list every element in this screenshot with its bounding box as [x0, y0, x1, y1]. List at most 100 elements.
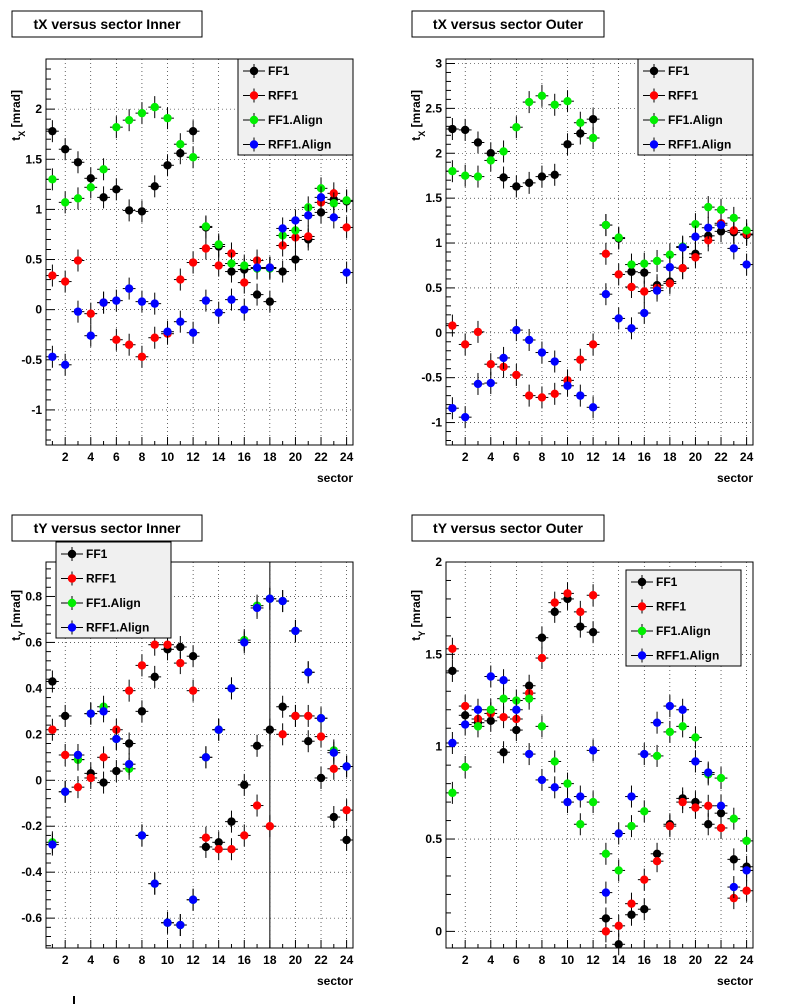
- marker: [614, 314, 623, 323]
- data-point: [637, 302, 651, 325]
- marker: [227, 817, 236, 826]
- data-point: [301, 730, 315, 753]
- marker: [550, 100, 559, 109]
- y-tick-label: -0.4: [21, 865, 42, 879]
- data-point: [740, 219, 753, 242]
- marker: [163, 918, 172, 927]
- legend: FF1 RFF1 FF1.Align RFF1.Align: [637, 58, 754, 156]
- marker: [614, 940, 623, 949]
- marker: [601, 289, 611, 299]
- marker: [265, 725, 275, 734]
- marker: [512, 123, 521, 132]
- marker: [240, 831, 249, 840]
- chart-title: tX versus sector Inner: [33, 16, 181, 32]
- marker: [460, 720, 470, 729]
- data-point: [71, 151, 85, 174]
- data-point: [71, 187, 85, 210]
- x-tick-label: 20: [689, 450, 703, 464]
- marker: [704, 202, 713, 212]
- y-tick-label: 1: [435, 236, 442, 250]
- legend-marker: [649, 115, 659, 125]
- data-point: [276, 260, 290, 283]
- marker: [137, 707, 147, 716]
- data-point: [676, 791, 690, 814]
- marker: [614, 270, 623, 279]
- data-point: [701, 794, 715, 817]
- marker: [329, 748, 339, 757]
- x-tick-label: 20: [289, 953, 303, 967]
- data-point: [727, 206, 741, 229]
- y-tick-label: 0.8: [25, 589, 42, 603]
- marker: [563, 779, 572, 788]
- marker: [227, 845, 236, 854]
- marker: [86, 331, 95, 340]
- legend-label: RFF1.Align: [268, 138, 331, 152]
- data-point: [701, 813, 715, 836]
- data-point: [237, 298, 251, 321]
- data-point: [97, 158, 110, 181]
- marker: [716, 205, 726, 215]
- marker: [201, 222, 211, 231]
- data-point: [509, 363, 523, 386]
- data-point: [135, 345, 149, 368]
- marker: [678, 243, 687, 252]
- marker: [486, 672, 495, 681]
- marker: [512, 370, 521, 380]
- marker: [640, 259, 649, 268]
- marker: [460, 412, 470, 422]
- data-point: [186, 146, 200, 169]
- data-point: [535, 715, 549, 738]
- data-point: [58, 191, 72, 214]
- data-point: [586, 584, 600, 607]
- data-point: [212, 233, 226, 256]
- data-point: [535, 386, 549, 409]
- data-point: [97, 700, 110, 723]
- marker: [99, 165, 108, 174]
- marker: [448, 167, 457, 176]
- data-point: [548, 382, 562, 405]
- marker: [729, 893, 739, 903]
- x-tick-label: 14: [212, 450, 226, 464]
- data-point: [727, 876, 741, 899]
- data-point: [689, 796, 702, 819]
- data-point: [548, 163, 562, 186]
- marker: [342, 762, 351, 771]
- chart-panel-3: 2 4 6 8 10 12 14 16 18 20 22 24-0.6-0.4-0.200.20.40…: [9, 514, 354, 988]
- data-point: [327, 806, 341, 829]
- series-rff1-align: [446, 665, 753, 904]
- y-tick-label: -0.2: [21, 819, 42, 833]
- data-point: [497, 741, 510, 764]
- data-point: [446, 118, 459, 141]
- legend: FF1 RFF1 FF1.Align RFF1.Align: [625, 569, 742, 667]
- data-point: [497, 706, 510, 729]
- marker: [524, 749, 534, 759]
- data-point: [46, 168, 59, 191]
- marker: [60, 750, 70, 760]
- marker: [627, 282, 636, 292]
- data-point: [625, 785, 638, 808]
- data-point: [46, 264, 59, 287]
- y-tick-label: 2: [35, 102, 42, 116]
- y-tick-label: 0.6: [25, 635, 42, 649]
- data-point: [650, 279, 664, 302]
- series-rff1-align: [446, 214, 753, 429]
- marker: [729, 855, 739, 864]
- marker: [342, 268, 351, 277]
- marker: [316, 193, 326, 202]
- legend-entry: RFF1.Align: [243, 137, 331, 152]
- marker: [576, 792, 585, 801]
- legend-entry: RFF1: [61, 571, 116, 586]
- marker: [304, 668, 313, 677]
- marker: [124, 340, 134, 349]
- data-point: [173, 652, 187, 675]
- data-point: [612, 226, 626, 249]
- marker: [60, 145, 70, 154]
- data-point: [509, 175, 523, 198]
- legend-label: FF1.Align: [86, 596, 141, 610]
- chart-panel-2: 2 4 6 8 10 12 14 16 18 20 22 24-1-0.500.511.522.53s…: [409, 10, 754, 485]
- x-tick-label: 10: [561, 450, 575, 464]
- data-point: [650, 249, 664, 272]
- marker: [614, 829, 623, 838]
- y-axis-title: tY [mrad]: [9, 590, 27, 641]
- marker: [563, 96, 572, 106]
